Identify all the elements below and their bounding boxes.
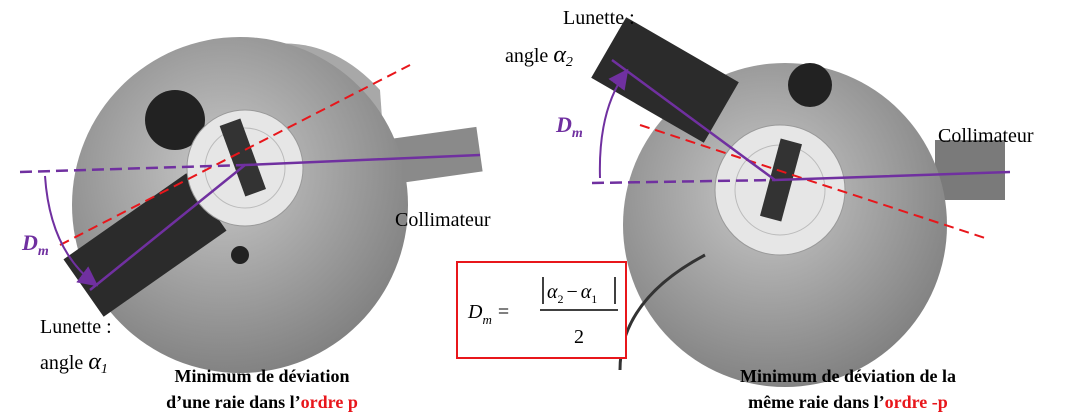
normal-line [639,124,986,239]
incident-line [591,178,776,185]
deviation-arc [598,68,629,179]
incident-line [19,163,246,174]
caption-line: Minimum de déviation de la [740,366,956,386]
collimator-label: Collimateur [395,209,491,231]
formula-denominator: 2 [574,326,584,348]
angle-label: angle α2 [505,42,573,70]
normal-line [59,64,411,246]
text-part: 1 [591,292,597,306]
right-photo [591,17,1005,387]
text-part: D [467,301,483,323]
deviation-label: Dm [21,230,49,259]
text-part: angle [505,45,548,67]
telescope-label: Lunette : [40,316,112,338]
collimator-label: Collimateur [938,125,1034,147]
text-part: α [88,349,101,375]
beam-path [89,153,481,291]
text-part: = [498,301,509,323]
formula-lhs: Dm = [467,301,509,327]
beam-path [611,58,1011,182]
text-part: m [572,126,583,141]
caption-line: Minimum de déviation [174,366,349,386]
angle-label: angle α1 [40,349,108,377]
text-part: ordre p [301,392,358,412]
text-part: ordre -p [885,392,948,412]
formula-numerator: α2− α1 [547,281,597,306]
text-part: m [482,312,491,327]
text-part: D [21,230,38,255]
caption-line: même raie dans l’ordre -p [748,392,948,412]
left-photo [63,37,483,373]
text-part: α [547,281,558,303]
text-part: d’une raie dans l’ [166,392,301,412]
text-part: angle [40,352,83,374]
text-part: α [581,281,592,303]
formula: Dm = α2− α1 2 [456,261,627,359]
text-part: 2 [566,55,573,70]
text-part: m [38,244,49,259]
telescope-label: Lunette : [563,7,635,29]
text-part: D [555,112,572,137]
text-part: 1 [101,362,108,377]
deviation-label: Dm [555,112,583,141]
text-part: − [567,281,578,303]
deviation-arc [44,175,99,287]
text-part: 2 [558,292,564,306]
text-part: α [553,42,566,68]
text-part: même raie dans l’ [748,392,884,412]
caption-line: d’une raie dans l’ordre p [166,392,358,412]
